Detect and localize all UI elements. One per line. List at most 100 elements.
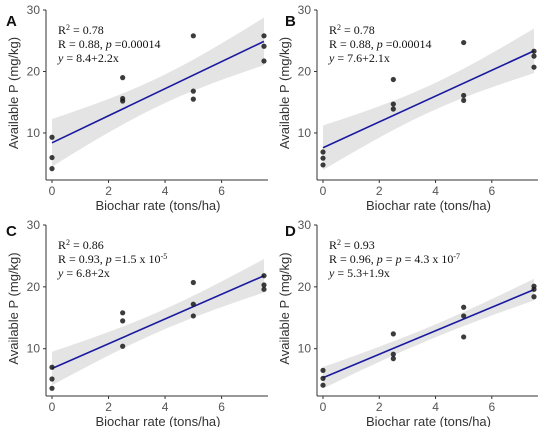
y-tick-label: 30 [298, 218, 312, 232]
y-tick-label: 10 [298, 126, 312, 140]
annotation-part: p [376, 252, 383, 266]
data-point [190, 96, 196, 102]
x-axis-title: Biochar rate (tons/ha) [366, 198, 491, 213]
data-point [261, 43, 267, 49]
panel-letter: A [6, 13, 17, 30]
data-point [461, 92, 467, 99]
x-tick-label: 4 [432, 184, 439, 198]
annotation-line-1: R2 = 0.93 [329, 238, 375, 253]
regression-line [51, 274, 265, 370]
annotation-part: R [329, 23, 337, 37]
data-point [261, 273, 267, 279]
y-axis-title: Available P (mg/kg) [277, 37, 292, 149]
y-axis-title: Available P (mg/kg) [277, 252, 292, 364]
data-point [120, 343, 126, 349]
data-point [461, 334, 467, 340]
data-point [390, 331, 396, 337]
annotation-part: 2 [66, 23, 70, 32]
regression-line [51, 40, 265, 144]
y-tick-label: 20 [27, 280, 41, 294]
annotation-part: p [376, 37, 383, 51]
x-tick-label: 6 [218, 400, 225, 414]
annotation-part: y [328, 51, 335, 65]
data-point [461, 39, 467, 46]
annotation-part: = 4.3 x 10 [402, 252, 454, 266]
data-point [461, 313, 467, 319]
data-point [120, 95, 126, 102]
data-point [49, 166, 55, 172]
data-point [120, 310, 126, 316]
data-point [49, 154, 55, 161]
annotation-part: y [328, 266, 335, 280]
annotation-part: = 8.4+2.2x [63, 51, 119, 65]
data-point [390, 351, 396, 357]
data-point [320, 375, 326, 381]
x-tick-label: 2 [105, 400, 112, 414]
annotation-line-1: R2 = 0.78 [329, 23, 375, 38]
panel-letter: B [285, 13, 296, 30]
x-tick-label: 0 [320, 184, 327, 198]
y-tick-label: 10 [27, 342, 41, 356]
panel-letter: C [6, 223, 17, 240]
data-point [390, 356, 396, 362]
annotation-part: = 0.93 [341, 238, 375, 252]
data-point [320, 382, 326, 388]
y-axis-title: Available P (mg/kg) [6, 252, 21, 364]
annotation-line-3: y = 7.6+2.1x [328, 51, 390, 65]
x-tick-label: 0 [49, 184, 56, 198]
annotation-part: R = 0.88, [329, 37, 377, 51]
annotation-line-3: y = 6.8+2x [57, 266, 110, 280]
data-point [120, 75, 126, 81]
data-point [320, 149, 326, 155]
x-tick-label: 4 [432, 400, 439, 414]
annotation-part: R = 0.96, [329, 252, 377, 266]
x-tick-label: 0 [320, 400, 327, 414]
data-point [531, 64, 537, 70]
annotation-line-3: y = 8.4+2.2x [57, 51, 119, 65]
data-point [461, 97, 467, 103]
data-point [190, 301, 196, 307]
data-point [190, 33, 196, 39]
y-tick-label: 10 [298, 342, 312, 356]
x-tick-label: 2 [105, 184, 112, 198]
y-tick-label: 20 [298, 64, 312, 78]
regression-line [322, 288, 535, 379]
x-axis-title: Biochar rate (tons/ha) [366, 414, 491, 427]
annotation-line-1: R2 = 0.86 [58, 238, 104, 253]
x-tick-label: 6 [488, 184, 495, 198]
data-point [531, 283, 537, 289]
y-tick-label: 30 [298, 3, 312, 17]
data-point [190, 88, 196, 94]
annotation-part: 2 [337, 23, 341, 32]
annotation-part: =0.00014 [112, 37, 161, 51]
annotation-part: = 7.6+2.1x [334, 51, 390, 65]
regression-line [322, 50, 535, 149]
data-point [390, 106, 396, 112]
annotation-line-1: R2 = 0.78 [58, 23, 104, 38]
y-tick-label: 30 [27, 218, 41, 232]
y-tick-label: 30 [27, 3, 41, 17]
annotation-part: -5 [161, 252, 168, 261]
data-point [261, 282, 267, 288]
y-tick-label: 20 [298, 280, 312, 294]
panel-letter: D [285, 223, 296, 240]
x-tick-label: 0 [49, 400, 56, 414]
data-point [49, 376, 55, 382]
data-point [320, 367, 326, 373]
x-tick-label: 4 [162, 184, 169, 198]
annotation-line-2: R = 0.88, p =0.00014 [329, 37, 432, 51]
annotation-line-2: R = 0.88, p =0.00014 [58, 37, 161, 51]
annotation-part: R [329, 238, 337, 252]
annotation-part: p [105, 252, 112, 266]
data-point [531, 294, 537, 300]
x-axis-title: Biochar rate (tons/ha) [95, 198, 220, 213]
annotation-part: = 6.8+2x [63, 266, 110, 280]
data-point [261, 58, 267, 64]
data-point [461, 304, 467, 310]
